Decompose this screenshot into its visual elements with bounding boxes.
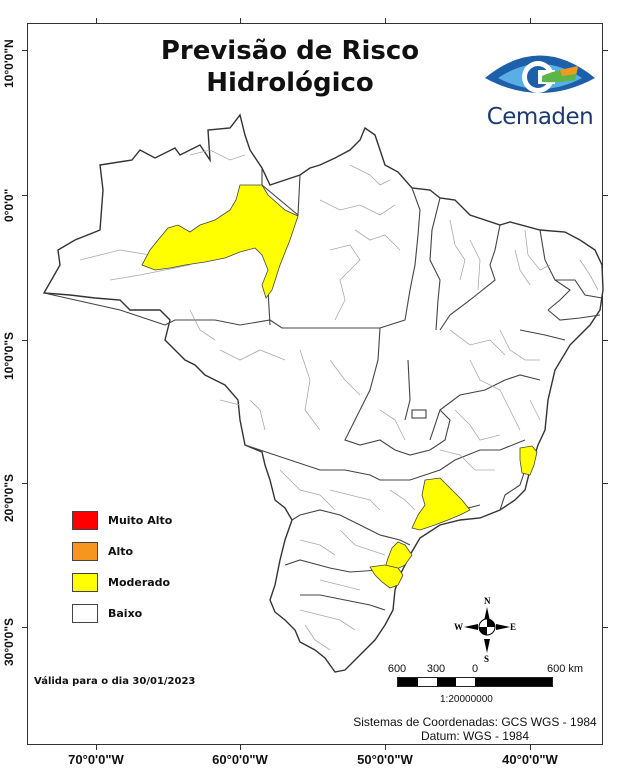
risk-area-amazonas <box>141 184 299 299</box>
tick <box>530 18 531 23</box>
crs-line-2: Datum: WGS - 1984 <box>420 729 530 743</box>
legend-label: Alto <box>108 545 134 558</box>
risk-area-bahia-sul <box>519 445 538 476</box>
tick <box>385 18 386 23</box>
risk-area-sp-mg <box>411 477 471 531</box>
legend-swatch <box>72 604 98 623</box>
tick <box>530 745 531 750</box>
north-arrow-icon: N S W E <box>454 596 516 664</box>
legend-item-muito-alto: Muito Alto <box>72 505 172 536</box>
compass-w: W <box>454 622 463 632</box>
coordinate-system: Sistemas de Coordenadas: GCS WGS - 1984 … <box>350 715 600 743</box>
moderate-risk-areas <box>141 184 538 589</box>
tick <box>22 195 27 196</box>
legend-item-moderado: Moderado <box>72 567 172 598</box>
compass-e: E <box>510 622 516 632</box>
legend: Muito Alto Alto Moderado Baixo <box>72 505 172 629</box>
tick <box>603 50 608 51</box>
longitude-label: 40°0'0"W <box>502 752 558 767</box>
crs-line-1: Sistemas de Coordenadas: GCS WGS - 1984 <box>353 715 597 729</box>
tick <box>240 18 241 23</box>
scale-label: 0 <box>471 663 479 675</box>
title-line-2: Hidrológico <box>206 68 374 98</box>
legend-label: Moderado <box>108 576 171 589</box>
legend-swatch <box>72 542 98 561</box>
scale-ratio: 1:20000000 <box>440 694 493 705</box>
scale-label: 600 <box>387 663 407 675</box>
tick <box>603 483 608 484</box>
legend-swatch <box>72 573 98 592</box>
compass-s: S <box>484 654 489 664</box>
tick <box>22 483 27 484</box>
tick <box>22 50 27 51</box>
cemaden-eye-logo-icon <box>485 55 595 93</box>
tick <box>22 627 27 628</box>
compass-n: N <box>484 596 491 606</box>
tick <box>96 18 97 23</box>
risk-area-sc <box>369 564 404 589</box>
legend-item-baixo: Baixo <box>72 598 172 629</box>
logo-text: Cemaden <box>486 104 594 130</box>
tick <box>96 745 97 750</box>
tick <box>603 195 608 196</box>
scale-label: 600 km <box>546 663 584 675</box>
legend-swatch <box>72 511 98 530</box>
map-title: Previsão de Risco Hidrológico <box>150 35 430 99</box>
tick <box>240 745 241 750</box>
scale-bar <box>397 677 553 687</box>
tick <box>603 627 608 628</box>
longitude-label: 70°0'0"W <box>68 752 124 767</box>
map-frame <box>27 23 603 745</box>
validity-date: Válida para o dia 30/01/2023 <box>34 676 196 687</box>
legend-label: Muito Alto <box>108 514 173 527</box>
longitude-label: 60°0'0"W <box>212 752 268 767</box>
title-line-1: Previsão de Risco <box>160 36 420 66</box>
scale-label: 300 <box>426 663 446 675</box>
legend-item-alto: Alto <box>72 536 172 567</box>
legend-label: Baixo <box>108 607 143 620</box>
tick <box>385 745 386 750</box>
longitude-label: 50°0'0"W <box>357 752 413 767</box>
tick <box>22 340 27 341</box>
tick <box>603 340 608 341</box>
